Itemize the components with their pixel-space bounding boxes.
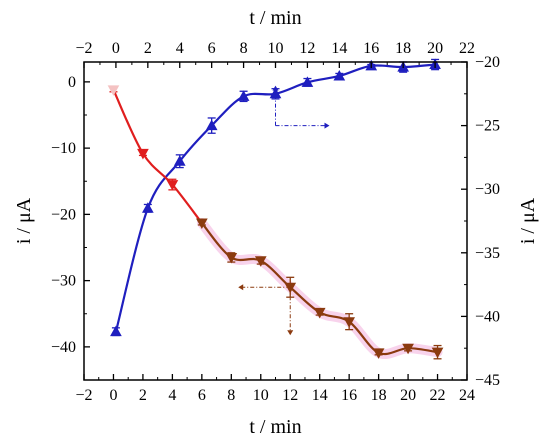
top-tick-label: 8	[240, 40, 248, 57]
data-point	[254, 256, 267, 267]
data-point	[110, 325, 122, 337]
right-tick-label: −40	[475, 308, 500, 325]
left-tick-label: −30	[51, 273, 76, 290]
right-tick-label: −25	[475, 118, 500, 135]
right-tick-label: −45	[475, 372, 500, 389]
data-point	[333, 69, 346, 81]
series-0	[110, 58, 441, 337]
top-tick-label: 12	[299, 40, 315, 57]
bottom-tick-label: 16	[341, 387, 357, 404]
axes-layer: −2 0 2 4 6 8 10 12 14 16 18 20 22 24−2 0 2 4 6 8 10 12 14 16 18…	[51, 40, 500, 404]
data-point	[141, 202, 154, 213]
bottom-tick-label: 14	[312, 387, 328, 404]
top-tick-label: 20	[427, 40, 443, 57]
bottom-tick-label: 12	[282, 387, 298, 404]
bottom-tick-label: 6	[198, 387, 206, 404]
series-1-line	[200, 222, 438, 356]
top-tick-label: 14	[331, 40, 347, 57]
data-point	[402, 343, 414, 355]
top-tick-label: −2	[75, 40, 92, 57]
bottom-tick-label: 0	[109, 387, 117, 404]
left-axis-title: i / μA	[13, 197, 35, 244]
left-tick-label: −40	[51, 339, 76, 356]
series-1	[107, 85, 444, 360]
data-point	[205, 119, 218, 131]
left-tick-label: −20	[51, 206, 76, 223]
data-point	[166, 180, 179, 191]
arrow-head	[324, 122, 330, 129]
axis-indicators	[238, 85, 330, 336]
bottom-tick-label: 24	[459, 387, 475, 404]
top-tick-label: 22	[459, 40, 475, 57]
left-tick-label: 0	[68, 74, 76, 91]
top-tick-label: 16	[363, 40, 379, 57]
top-tick-label: 6	[208, 40, 216, 57]
bottom-tick-label: 20	[400, 387, 416, 404]
data-point	[301, 76, 314, 87]
data-point	[225, 252, 238, 264]
data-point	[431, 347, 444, 359]
bottom-tick-label: 4	[168, 387, 176, 404]
right-tick-label: −30	[475, 181, 500, 198]
top-tick-label: 10	[268, 40, 284, 57]
data-point	[173, 155, 186, 166]
bottom-axis-title: t / min	[249, 416, 301, 438]
data-point	[343, 317, 356, 328]
top-tick-label: 2	[144, 40, 152, 57]
data-point	[137, 148, 149, 160]
data-point	[107, 85, 120, 96]
right-tick-label: −35	[475, 245, 500, 262]
arrow-head	[238, 284, 244, 291]
top-tick-label: 4	[176, 40, 184, 57]
bottom-tick-label: 18	[371, 387, 387, 404]
right-tick-label: −20	[475, 54, 500, 71]
bottom-tick-label: 8	[227, 387, 235, 404]
right-axis-title: i / μA	[517, 197, 539, 244]
bottom-tick-label: −2	[75, 387, 92, 404]
series-1-line-start	[112, 89, 203, 224]
top-axis-title: t / min	[249, 7, 301, 29]
series-layer	[107, 58, 444, 360]
data-point	[313, 307, 326, 319]
data-point	[372, 348, 385, 359]
data-point	[237, 90, 250, 101]
bottom-tick-label: 22	[430, 387, 446, 404]
data-point	[195, 218, 208, 230]
arrow-head	[287, 330, 294, 336]
top-tick-label: 18	[395, 40, 411, 57]
series-1-highlight	[196, 217, 443, 359]
bottom-tick-label: 10	[253, 387, 269, 404]
top-tick-label: 0	[112, 40, 120, 57]
arrow-head	[272, 85, 279, 91]
series-0-line	[114, 63, 436, 332]
bottom-tick-label: 2	[139, 387, 147, 404]
left-tick-label: −10	[51, 140, 76, 157]
